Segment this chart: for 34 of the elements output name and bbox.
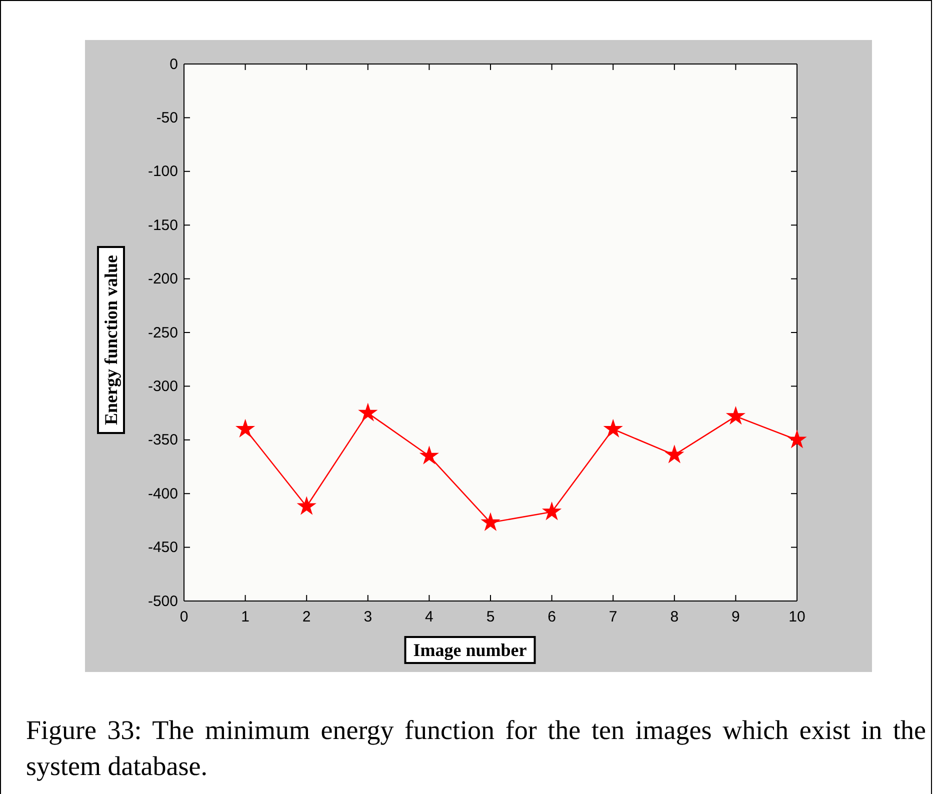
point — [604, 420, 622, 436]
caption: Figure 33: The minimum energy function for the ten images which exist in the system database. — [26, 714, 926, 783]
x-tick-label: 3 — [364, 608, 372, 626]
point — [237, 420, 254, 436]
y-tick-label: -350 — [148, 432, 178, 449]
x-tick-label: 9 — [732, 608, 740, 626]
y-tick-label: -100 — [148, 163, 178, 180]
x-tick-label: 7 — [608, 608, 618, 626]
y-tick-label: -50 — [156, 110, 178, 126]
y-tick-label: -400 — [148, 485, 178, 502]
y-tick-label: -250 — [148, 324, 178, 342]
point — [420, 447, 438, 464]
y-tick-label: -300 — [148, 378, 178, 395]
x-tick-label: 2 — [302, 608, 311, 626]
y-axis-title: Energy function value — [101, 254, 121, 426]
y-tick-label: -500 — [148, 592, 178, 610]
x-tick-label: 4 — [425, 608, 434, 626]
x-tick-label: 8 — [670, 608, 679, 626]
x-tick-label: 10 — [788, 608, 806, 626]
x-axis-title: Image number — [413, 640, 527, 660]
point — [298, 498, 315, 514]
x-tick-label: 6 — [548, 608, 556, 626]
y-tick-label: -200 — [148, 270, 178, 288]
y-tick-label: -450 — [148, 539, 178, 556]
point — [482, 514, 499, 530]
y-tick-label: -150 — [148, 216, 178, 234]
x-tick-label: 5 — [486, 608, 495, 626]
point — [544, 503, 560, 519]
x-tick-label: 1 — [241, 608, 250, 626]
point — [788, 431, 806, 448]
y-tick-label: 0 — [170, 56, 178, 73]
point — [666, 446, 683, 462]
point — [360, 404, 376, 420]
point — [727, 408, 744, 424]
